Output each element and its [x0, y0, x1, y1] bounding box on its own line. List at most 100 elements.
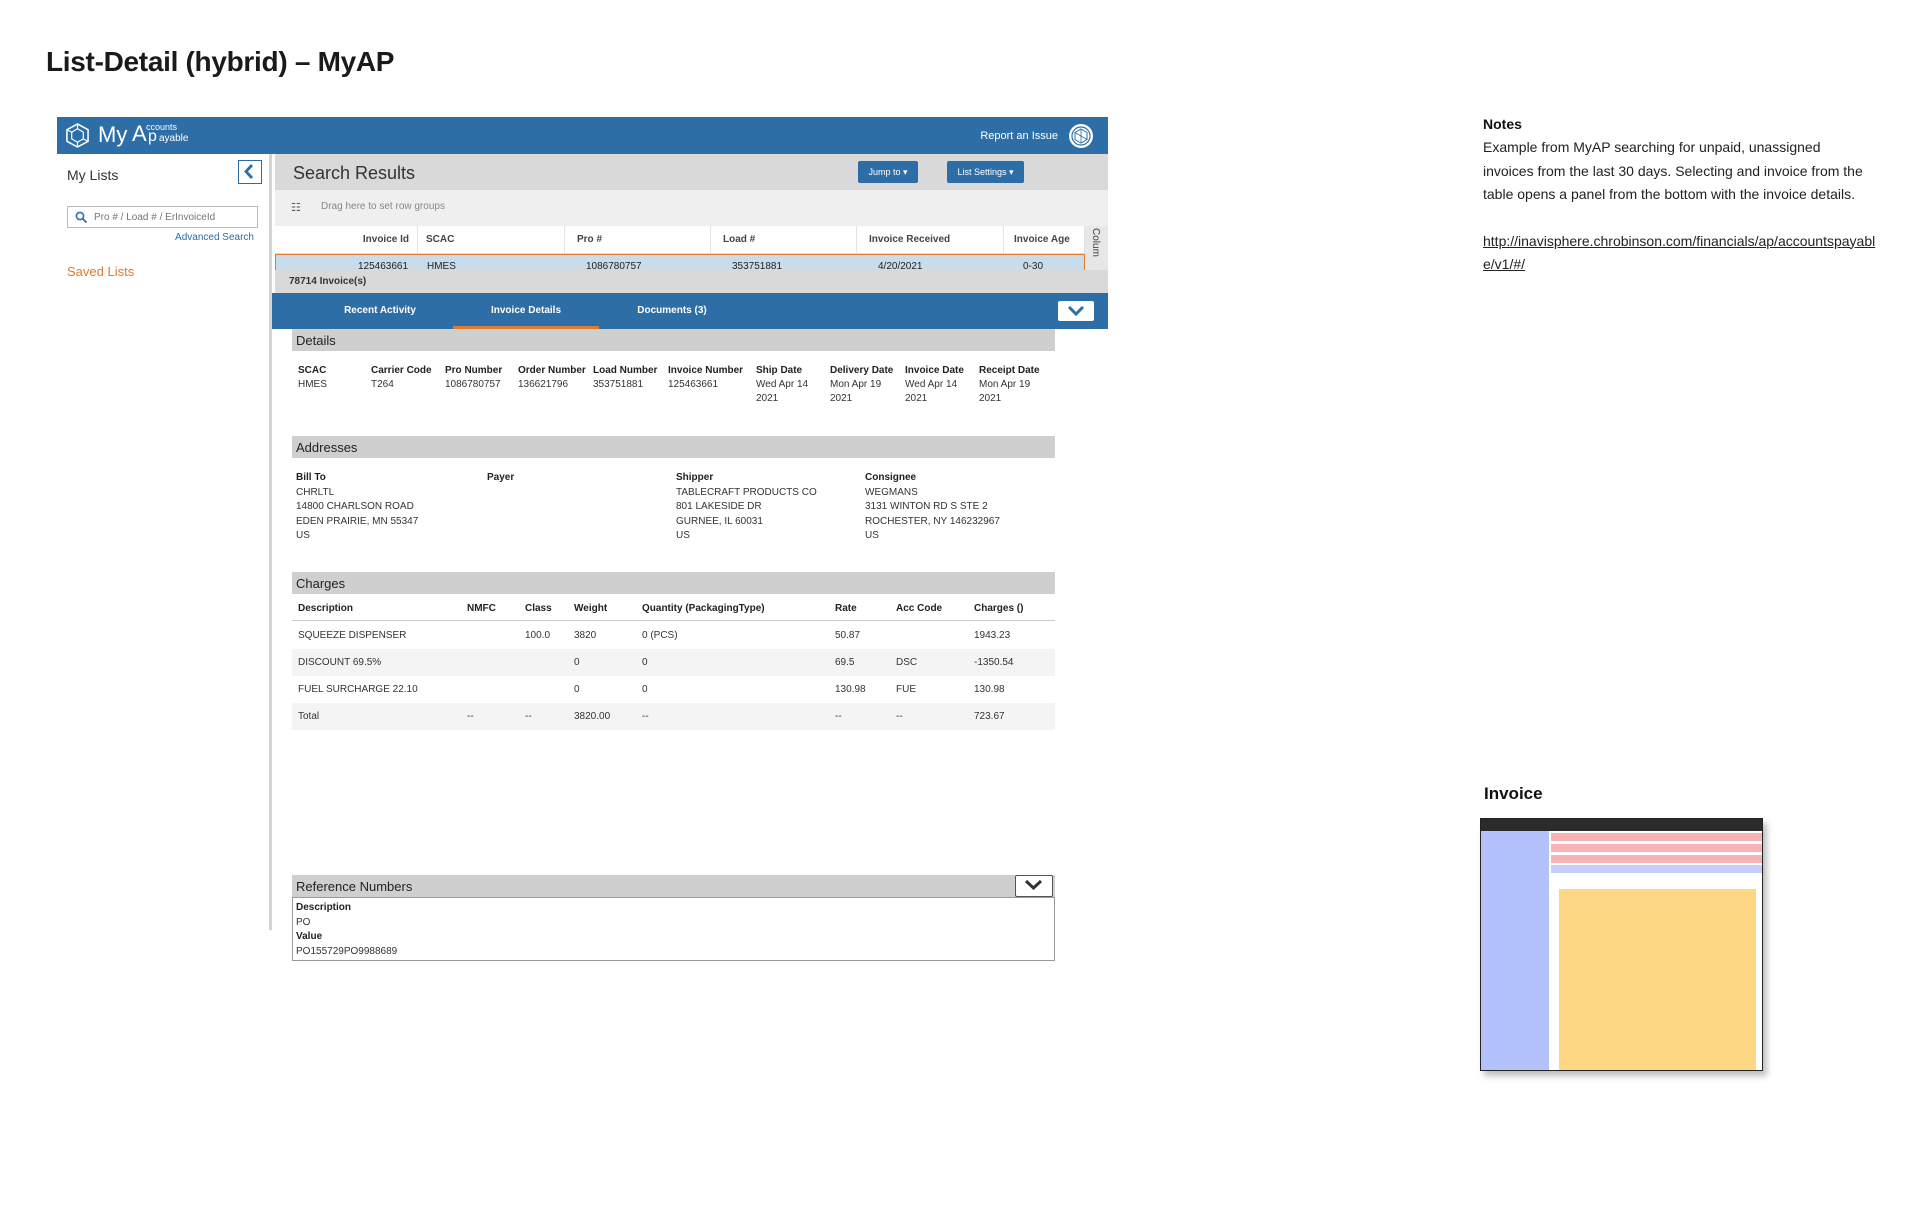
detail-value-year: 2021 — [979, 393, 1002, 404]
charges-col-nmfc: NMFC — [467, 603, 496, 614]
brand-letter-a: A — [132, 121, 147, 146]
grid-header: Invoice Id SCAC Pro # Load # Invoice Rec… — [275, 226, 1085, 254]
columns-side-tab[interactable]: Colum — [1085, 226, 1108, 270]
column-header-pro[interactable]: Pro # — [565, 226, 711, 254]
detail-value: Wed Apr 14 — [905, 379, 958, 390]
detail-value: 125463661 — [668, 379, 719, 390]
column-header-invoice-id[interactable]: Invoice Id — [275, 226, 418, 254]
charge-cell: 50.87 — [835, 630, 861, 641]
report-issue-link[interactable]: Report an Issue — [980, 130, 1058, 142]
charge-cell: 0 — [642, 684, 648, 695]
search-input[interactable] — [94, 209, 254, 225]
detail-field-delivery-date: Delivery Date Mon Apr 19 2021 — [830, 364, 893, 406]
charges-col-description: Description — [298, 603, 354, 614]
details-heading: Details — [296, 333, 336, 348]
column-header-invoice-received[interactable]: Invoice Received — [857, 226, 1004, 254]
address-label: Bill To — [296, 472, 326, 483]
search-icon — [75, 211, 88, 224]
address-line: EDEN PRAIRIE, MN 55347 — [296, 515, 419, 527]
reference-value: PO155729PO9988689 — [296, 945, 398, 957]
address-line: US — [676, 530, 690, 541]
notes-panel: Notes Example from MyAP searching for un… — [1483, 116, 1883, 277]
detail-label: Ship Date — [756, 365, 803, 376]
charges-section-header: Charges — [292, 572, 1055, 594]
charge-cell: 3820.00 — [574, 711, 611, 722]
reference-content: Description PO Value PO155729PO9988689 — [296, 901, 397, 959]
results-title: Search Results — [293, 163, 416, 183]
charges-row: FUEL SURCHARGE 22.10 0 0 130.98 FUE 130.… — [292, 676, 1055, 703]
thumb-row — [1551, 833, 1762, 841]
charges-col-class: Class — [525, 603, 552, 614]
address-shipper: Shipper TABLECRAFT PRODUCTS CO 801 LAKES… — [676, 471, 817, 544]
detail-value: 1086780757 — [445, 379, 501, 390]
charge-cell: 0 — [574, 657, 580, 668]
column-header-invoice-age[interactable]: Invoice Age — [1004, 226, 1085, 254]
address-label: Consignee — [865, 472, 917, 483]
cell-invoice-received: 4/20/2021 — [878, 261, 923, 270]
myap-app: My A p ccounts ayable Report an Issue My… — [57, 117, 1108, 961]
detail-field-receipt-date: Receipt Date Mon Apr 19 2021 — [979, 364, 1040, 406]
charges-col-acc-code: Acc Code — [896, 603, 943, 614]
row-group-drop-zone[interactable]: ☷ Drag here to set row groups — [275, 190, 1108, 226]
detail-label: Invoice Date — [905, 365, 964, 376]
page-title: List-Detail (hybrid) – MyAP — [46, 46, 395, 77]
detail-value-year: 2021 — [830, 393, 853, 404]
hexagon-logo-icon[interactable] — [65, 123, 90, 148]
tab-invoice-details[interactable]: Invoice Details — [453, 293, 599, 329]
list-settings-button[interactable]: List Settings ▾ — [947, 161, 1024, 183]
charge-cell: SQUEEZE DISPENSER — [298, 630, 407, 641]
charge-cell: 723.67 — [974, 711, 1005, 722]
reference-desc-value: PO — [296, 916, 311, 928]
reference-desc-label: Description — [296, 902, 352, 913]
tab-documents[interactable]: Documents (3) — [637, 305, 707, 316]
advanced-search-link[interactable]: Advanced Search — [175, 232, 254, 243]
tab-recent-activity[interactable]: Recent Activity — [344, 305, 416, 316]
detail-value: 136621796 — [518, 379, 569, 390]
addresses-heading: Addresses — [296, 440, 358, 455]
detail-value: Wed Apr 14 — [756, 379, 809, 390]
charge-cell: 130.98 — [974, 684, 1005, 695]
address-bill-to: Bill To CHRLTL 14800 CHARLSON ROAD EDEN … — [296, 471, 418, 544]
detail-label: Order Number — [518, 365, 586, 376]
column-header-load[interactable]: Load # — [711, 226, 857, 254]
detail-value-year: 2021 — [905, 393, 928, 404]
charge-cell: 100.0 — [525, 630, 551, 641]
charges-heading: Charges — [296, 576, 346, 591]
table-row[interactable]: 125463661 HMES 1086780757 353751881 4/20… — [275, 254, 1085, 270]
detail-label: SCAC — [298, 365, 327, 376]
reference-toggle-button[interactable] — [1015, 875, 1053, 897]
brand-letter-p: p — [148, 128, 157, 145]
charge-cell: -- — [896, 711, 903, 722]
collapse-detail-button[interactable] — [1058, 301, 1094, 321]
sidebar-title: My Lists — [67, 167, 119, 183]
saved-lists-link[interactable]: Saved Lists — [67, 264, 135, 279]
detail-value: Mon Apr 19 — [979, 379, 1031, 390]
top-bar: My A p ccounts ayable Report an Issue — [57, 117, 1108, 154]
address-line: ROCHESTER, NY 146232967 — [865, 515, 1000, 527]
brand-name: My — [98, 122, 128, 147]
detail-tabs: Recent Activity Invoice Details Document… — [272, 293, 1108, 329]
address-line: WEGMANS — [865, 486, 918, 498]
notes-heading: Notes — [1483, 116, 1522, 132]
address-line: 14800 CHARLSON ROAD — [296, 501, 414, 512]
detail-label: Delivery Date — [830, 365, 894, 376]
cell-load: 353751881 — [732, 261, 783, 270]
notes-url-link[interactable]: http://inavisphere.chrobinson.com/financ… — [1483, 232, 1876, 273]
collapse-sidebar-button[interactable] — [238, 160, 262, 184]
address-label: Payer — [487, 472, 515, 483]
column-header-scac[interactable]: SCAC — [418, 226, 565, 254]
detail-value: Mon Apr 19 — [830, 379, 882, 390]
detail-value: HMES — [298, 379, 327, 390]
reference-numbers-section-header: Reference Numbers — [292, 875, 1055, 897]
detail-field-order-number: Order Number 136621796 — [518, 364, 586, 392]
detail-label: Receipt Date — [979, 365, 1040, 376]
globe-icon[interactable] — [1068, 123, 1094, 149]
jump-to-button[interactable]: Jump to ▾ — [858, 161, 918, 183]
row-group-hint: Drag here to set row groups — [321, 201, 445, 212]
charge-cell: -1350.54 — [974, 657, 1014, 668]
charges-col-charges: Charges () — [974, 603, 1024, 614]
reference-numbers-box: Description PO Value PO155729PO9988689 — [292, 897, 1055, 961]
notes-body: Example from MyAP searching for unpaid, … — [1483, 139, 1863, 202]
reference-value-label: Value — [296, 931, 323, 942]
address-line: CHRLTL — [296, 486, 335, 498]
